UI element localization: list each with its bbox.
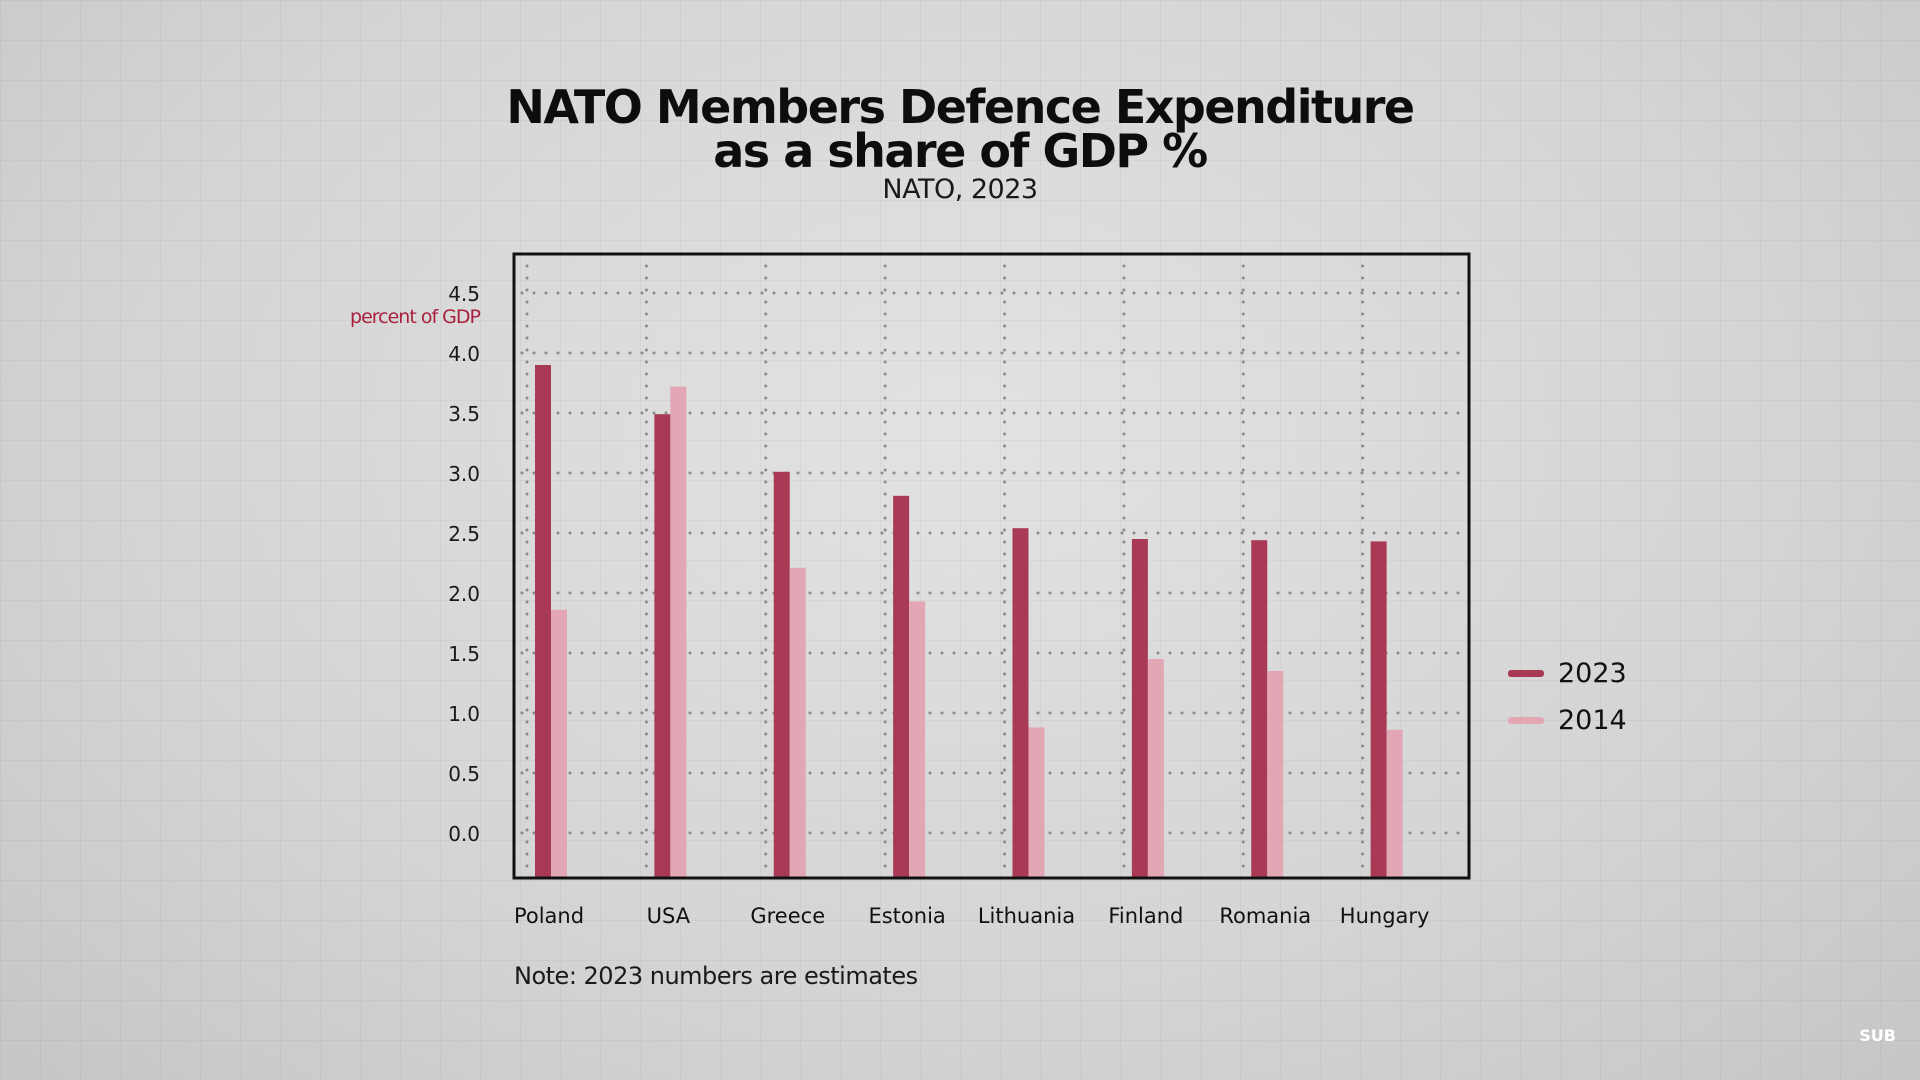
y-tick-label: 4.0 [448,342,480,366]
bar-2023-greece [773,471,790,878]
x-tick-label-estonia: Estonia [868,904,945,928]
x-tick-label-usa: USA [647,904,691,928]
bar-2014-romania [1267,671,1284,878]
plot-frame [512,252,1471,880]
bar-2014-usa [670,386,687,878]
legend-swatch-2023 [1508,670,1544,677]
chart-title-line-2: as a share of GDP % [713,124,1208,178]
y-tick-label: 2.0 [448,582,480,606]
bar-2023-estonia [893,495,910,878]
y-tick-label: 1.5 [448,642,480,666]
legend-item-2014: 2014 [1508,705,1627,736]
chart-title-line-1: NATO Members Defence Expenditure [506,80,1415,134]
y-tick-label: 0.5 [448,762,480,786]
bar-2023-poland [535,365,551,878]
bar-2023-usa [654,414,671,878]
bar-2014-lithuania [1028,727,1045,878]
bar-2023-hungary [1370,541,1387,878]
chart-subtitle: NATO, 2023 [882,174,1038,205]
footnote: Note: 2023 numbers are estimates [514,962,918,990]
x-tick-label-greece: Greece [750,904,825,928]
y-tick-label: 4.5 [448,282,480,306]
bar-2014-hungary [1386,729,1403,878]
y-tick-label: 2.5 [448,522,480,546]
legend-label-2014: 2014 [1558,705,1627,736]
bar-2014-poland [551,609,567,878]
y-axis-label: percent of GDP [350,306,481,328]
x-tick-label-romania: Romania [1219,904,1311,928]
bar-2023-lithuania [1012,528,1029,878]
x-tick-label-hungary: Hungary [1340,904,1430,928]
x-tick-label-finland: Finland [1108,904,1183,928]
legend-item-2023: 2023 [1508,658,1627,689]
bar-2014-greece [789,567,806,878]
bar-2014-estonia [909,601,926,878]
bar-2014-finland [1147,659,1164,878]
y-tick-label: 0.0 [448,822,480,846]
x-tick-label-lithuania: Lithuania [978,904,1075,928]
x-tick-label-poland: Poland [514,904,584,928]
legend-swatch-2014 [1508,717,1544,724]
bar-2023-romania [1251,540,1268,878]
legend-label-2023: 2023 [1558,658,1627,689]
bar-2023-finland [1131,539,1148,878]
y-tick-label: 3.5 [448,402,480,426]
y-tick-label: 1.0 [448,702,480,726]
channel-logo: SUB [1859,1026,1896,1045]
y-tick-label: 3.0 [448,462,480,486]
